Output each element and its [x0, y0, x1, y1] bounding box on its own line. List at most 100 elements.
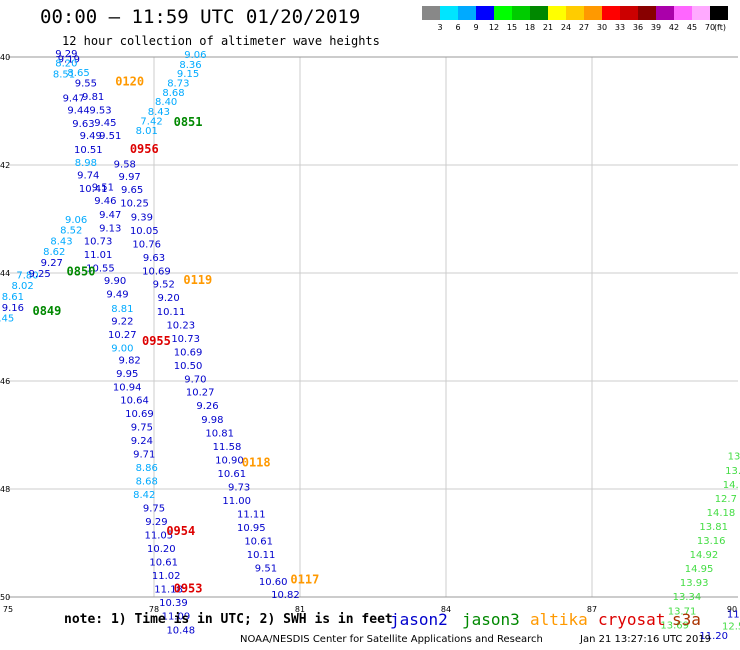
wave-height-value: 9.63 — [143, 253, 165, 264]
wave-height-value: 9.06 — [184, 50, 206, 61]
wave-height-value: 11.58 — [213, 442, 242, 453]
wave-height-value: 9.25 — [29, 269, 51, 280]
wave-height-value: 10.95 — [237, 523, 266, 534]
lat-tick-label: 42 — [0, 161, 10, 170]
wave-height-value: 13.71 — [668, 606, 697, 617]
wave-height-value: 8.81 — [111, 304, 133, 315]
wave-height-value: 9.26 — [196, 401, 218, 412]
wave-height-value: 14. — [723, 480, 739, 491]
wave-height-value: 9.19 — [58, 54, 80, 65]
wave-height-value: 10.11 — [247, 550, 276, 561]
wave-height-value: 9.39 — [131, 213, 153, 224]
legend-altika: altika — [530, 610, 588, 629]
colorbar-swatch — [566, 6, 584, 20]
wave-height-value: 10.39 — [159, 598, 188, 609]
wave-height-value: 10.81 — [205, 429, 234, 440]
wave-height-value: 8.52 — [60, 226, 82, 237]
wave-height-value: 9.51 — [92, 182, 114, 193]
wave-height-value: 9.55 — [75, 79, 97, 90]
note-text: note: 1) Time is in UTC; 2) SWH is in fe… — [64, 612, 393, 627]
colorbar-label: 27 — [579, 23, 589, 32]
colorbar-label: 15 — [507, 23, 517, 32]
colorbar-swatch — [710, 6, 728, 20]
lat-tick-label: 44 — [0, 269, 10, 278]
wave-height-value: 10.23 — [166, 321, 195, 332]
wave-height-value: 11.00 — [222, 496, 251, 507]
wave-height-value: 9.90 — [104, 276, 126, 287]
wave-height-value: 8.86 — [136, 463, 158, 474]
wave-height-value: 9.44 — [67, 106, 89, 117]
wave-height-value: 14.18 — [707, 508, 736, 519]
wave-height-value: 9.13 — [99, 223, 121, 234]
wave-height-tracks: 9.068.369.158.738.688.408.437.428.019.29… — [0, 49, 740, 642]
wave-height-value: 9.65 — [121, 185, 143, 196]
lat-tick-label: 50 — [0, 593, 10, 602]
wave-height-value: 9.82 — [119, 356, 141, 367]
wave-height-value: 8.43 — [50, 236, 72, 247]
wave-height-value: 9.49 — [106, 289, 128, 300]
colorbar-label: 42 — [669, 23, 679, 32]
credit-text: NOAA/NESDIS Center for Satellite Applica… — [240, 634, 543, 645]
wave-height-value: 9.49 — [80, 131, 102, 142]
wave-height-value: 10.50 — [174, 361, 203, 372]
wave-height-value: 8.20 — [55, 59, 77, 70]
lon-tick-label: 90 — [727, 605, 737, 614]
wave-height-value: 10.61 — [218, 469, 247, 480]
wave-height-value: 8.65 — [67, 68, 89, 79]
wave-height-value: 9.70 — [184, 375, 206, 386]
credit-date: Jan 21 13:27:16 UTC 2019 — [580, 634, 712, 645]
wave-height-value: 9.71 — [133, 450, 155, 461]
wave-height-value: 9.95 — [116, 369, 138, 380]
colorbar-swatch — [692, 6, 710, 20]
wave-height-value: 10.48 — [166, 626, 195, 637]
pass-time-label: 0117 — [290, 573, 319, 587]
legend-jason2: jason2 — [390, 610, 448, 629]
colorbar-swatch — [440, 6, 458, 20]
pass-time-label: 0850 — [67, 265, 96, 279]
wave-height-value: 9.16 — [2, 303, 24, 314]
colorbar-swatch — [530, 6, 548, 20]
pass-time-labels: 0120 0851 0956 0850 0849 0119 0955 0118 0954 0953… — [32, 75, 319, 596]
wave-height-value: 9.97 — [119, 172, 141, 183]
colorbar-label: 18 — [525, 23, 535, 32]
colorbar-label: 3 — [437, 23, 442, 32]
pass-time-label: 0120 — [115, 75, 144, 89]
wave-height-value: 10.61 — [149, 558, 178, 569]
wave-height-value: 10.69 — [142, 267, 171, 278]
wave-height-value: 11.01 — [84, 250, 113, 261]
wave-height-value: 9.73 — [228, 483, 250, 494]
wave-height-value: 13.16 — [697, 536, 726, 547]
lon-tick-label: 75 — [3, 605, 13, 614]
wave-height-value: 10.69 — [174, 348, 203, 359]
colorbar-swatch — [584, 6, 602, 20]
wave-height-value: 10.82 — [271, 590, 300, 601]
colorbar-swatch — [494, 6, 512, 20]
lon-tick-label: 81 — [295, 605, 305, 614]
pass-time-label: 0955 — [142, 334, 171, 348]
colorbar-label: 9 — [473, 23, 478, 32]
wave-height-value: 9.53 — [89, 106, 111, 117]
wave-height-value: 9.75 — [143, 504, 165, 515]
pass-time-label: 0849 — [32, 304, 61, 318]
pass-time-label: 0956 — [130, 142, 159, 156]
colorbar: 3 6 9 12 15 18 21 24 27 30 33 36 39 42 45 70(ft) — [422, 6, 728, 32]
wave-height-value: 8.42 — [133, 490, 155, 501]
wave-height-value: 10.55 — [86, 263, 115, 274]
wave-height-value: 10.05 — [130, 226, 159, 237]
wave-height-value: 9.22 — [111, 316, 133, 327]
wave-height-value: 10.64 — [120, 396, 149, 407]
wave-height-value: 9.75 — [131, 423, 153, 434]
colorbar-swatch — [548, 6, 566, 20]
wave-height-value: 8.62 — [43, 247, 65, 258]
wave-height-value: 9.52 — [153, 280, 175, 291]
colorbar-label: 36 — [633, 23, 643, 32]
colorbar-unit: (ft) — [714, 23, 726, 32]
colorbar-swatch — [620, 6, 638, 20]
wave-height-value: 11.11 — [237, 510, 266, 521]
colorbar-label: 6 — [455, 23, 460, 32]
wave-height-value: 13.81 — [699, 522, 728, 533]
wave-height-value: 14.95 — [685, 564, 714, 575]
colorbar-swatch — [422, 6, 440, 20]
pass-time-label: 0953 — [174, 582, 203, 596]
colorbar-label: 70 — [705, 23, 715, 32]
